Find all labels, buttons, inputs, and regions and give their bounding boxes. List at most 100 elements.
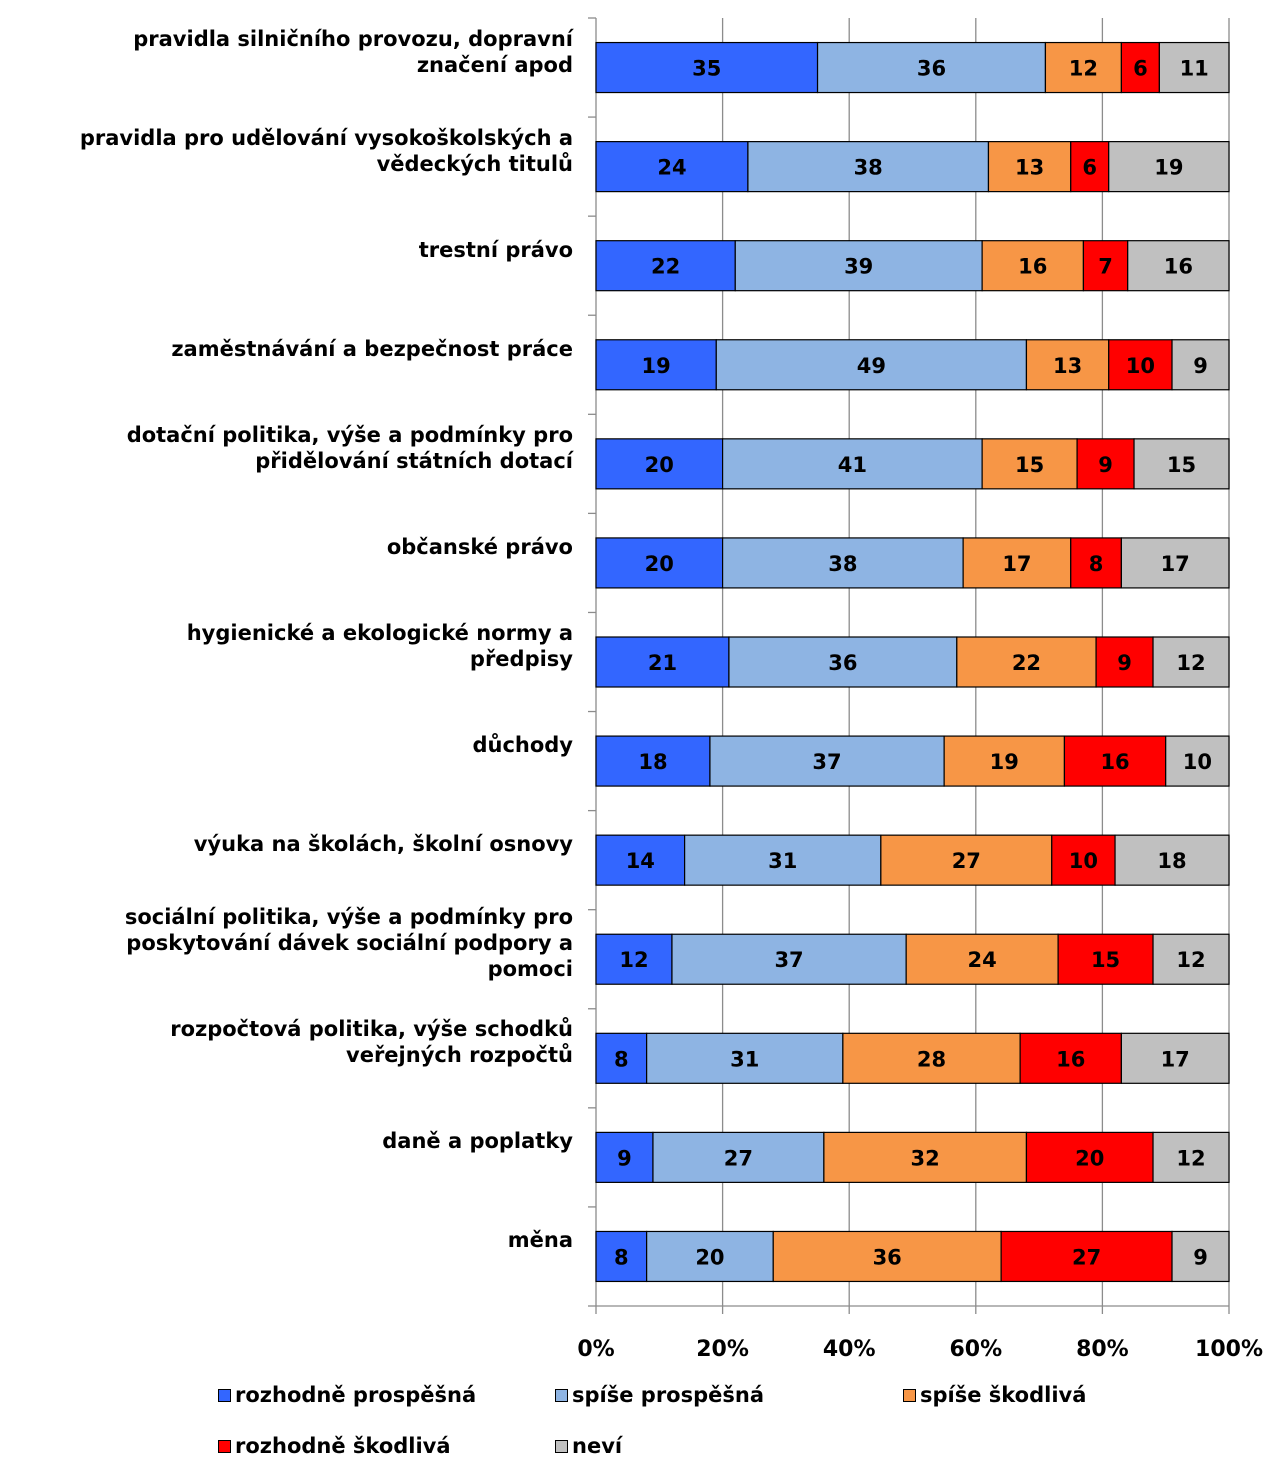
data-label: 9 — [1193, 1245, 1208, 1269]
bar-segment — [1120, 41, 1160, 94]
data-label: 24 — [657, 156, 686, 180]
bar-segment — [747, 141, 990, 193]
x-tick-label: 60% — [949, 1337, 1002, 1362]
data-label: 24 — [968, 948, 997, 972]
category-label-line: výuka na školách, školní osnovy — [193, 832, 573, 857]
category-label-line: rozpočtová politika, výše schodků — [170, 1017, 573, 1042]
bar-segment — [728, 636, 958, 688]
category-label: měna — [0, 1227, 573, 1253]
legend-swatch — [903, 1388, 916, 1402]
data-label: 20 — [695, 1245, 724, 1269]
category-label-line: předpisy — [469, 647, 573, 671]
bar-segment — [962, 537, 1072, 589]
data-label: 13 — [1015, 156, 1044, 180]
data-label: 22 — [651, 255, 680, 279]
legend-label: rozhodně prospěšná — [235, 1383, 477, 1407]
bar-segment — [1019, 1032, 1122, 1084]
bar-segment — [823, 1131, 1028, 1183]
legend-label: neví — [572, 1434, 623, 1458]
x-tick-label: 80% — [1076, 1337, 1129, 1362]
bar-segment — [1114, 834, 1230, 886]
bar-segment — [595, 1230, 648, 1283]
x-tick-label: 20% — [696, 1337, 749, 1362]
bar-segment — [1171, 339, 1230, 391]
category-label-line: občanské právo — [386, 534, 573, 559]
category-label-line: pravidla silničního provozu, dopravní — [133, 26, 573, 51]
bar-segment — [595, 1032, 648, 1084]
bar-segment — [595, 834, 686, 886]
data-label: 16 — [1056, 1047, 1085, 1071]
data-label: 12 — [1069, 57, 1098, 81]
legend-item: rozhodně prospěšná — [218, 1383, 476, 1407]
data-label: 13 — [1053, 354, 1082, 378]
data-label: 32 — [911, 1146, 940, 1170]
data-label: 8 — [614, 1047, 629, 1071]
data-label: 9 — [1098, 453, 1113, 477]
data-label: 38 — [854, 156, 883, 180]
data-label: 27 — [724, 1146, 753, 1170]
data-label: 16 — [1018, 255, 1047, 279]
data-label: 16 — [1100, 750, 1129, 774]
bar-segment — [595, 735, 711, 787]
data-label: 18 — [1157, 849, 1186, 873]
data-label: 41 — [838, 453, 867, 477]
bar-segment — [671, 933, 907, 985]
data-label: 39 — [844, 255, 873, 279]
category-label-line: pravidla pro udělování vysokoškolských a — [79, 125, 573, 150]
category-label: zaměstnávání a bezpečnost práce — [0, 336, 573, 362]
data-label: 19 — [1154, 156, 1183, 180]
legend-swatch — [218, 1439, 231, 1453]
bar-segment — [1152, 636, 1230, 688]
bar-segment — [595, 636, 730, 688]
category-label: hygienické a ekologické normy a předpisy — [0, 620, 573, 672]
bar-segment — [595, 537, 724, 589]
legend-label: spíše škodlivá — [920, 1383, 1087, 1407]
data-label: 17 — [1161, 1047, 1190, 1071]
category-label: pravidla pro udělování vysokoškolských a… — [0, 125, 573, 177]
bar-segment — [1133, 438, 1230, 490]
category-label-line: přidělování státních dotací — [255, 448, 573, 473]
data-label: 38 — [828, 552, 857, 576]
category-label-line: důchody — [472, 733, 573, 758]
category-label-line: dotační politika, výše a podmínky pro — [126, 422, 573, 447]
data-label: 10 — [1069, 849, 1098, 873]
legend-item: spíše škodlivá — [903, 1383, 1086, 1407]
bar-segment — [1063, 735, 1167, 787]
bar-segment — [772, 1230, 1002, 1283]
category-label-line: zaměstnávání a bezpečnost práce — [171, 336, 573, 361]
data-label: 21 — [648, 651, 677, 675]
data-label: 9 — [1117, 651, 1132, 675]
category-label: dotační politika, výše a podmínky pro při… — [0, 422, 573, 474]
data-label: 17 — [1161, 552, 1190, 576]
data-label: 7 — [1098, 255, 1113, 279]
bar-segment — [1171, 1230, 1230, 1283]
bar-segment — [1076, 438, 1135, 490]
legend-label: rozhodně škodlivá — [235, 1434, 451, 1458]
bar-segment — [646, 1032, 844, 1084]
bar-segment — [595, 339, 717, 391]
bar-segment — [1152, 933, 1230, 985]
data-label: 12 — [1176, 948, 1205, 972]
data-label: 8 — [1089, 552, 1104, 576]
bar-segment — [595, 41, 819, 94]
data-label: 37 — [812, 750, 841, 774]
legend-item: rozhodně škodlivá — [218, 1434, 451, 1458]
bar-segment — [1000, 1230, 1173, 1283]
bar-segment — [646, 1230, 774, 1283]
category-label-line: trestní právo — [418, 237, 573, 262]
bar-segment — [721, 438, 983, 490]
data-label: 15 — [1167, 453, 1196, 477]
bar-segment — [816, 41, 1047, 94]
data-label: 18 — [638, 750, 667, 774]
data-label: 9 — [1193, 354, 1208, 378]
data-label: 15 — [1091, 948, 1120, 972]
x-tick-label: 0% — [577, 1337, 614, 1362]
category-label-line: vědeckých titulů — [376, 151, 573, 176]
data-label: 36 — [828, 651, 857, 675]
data-label: 28 — [917, 1047, 946, 1071]
bar-segment — [1070, 141, 1110, 193]
data-label: 22 — [1012, 651, 1041, 675]
bar-segment — [1165, 735, 1230, 787]
